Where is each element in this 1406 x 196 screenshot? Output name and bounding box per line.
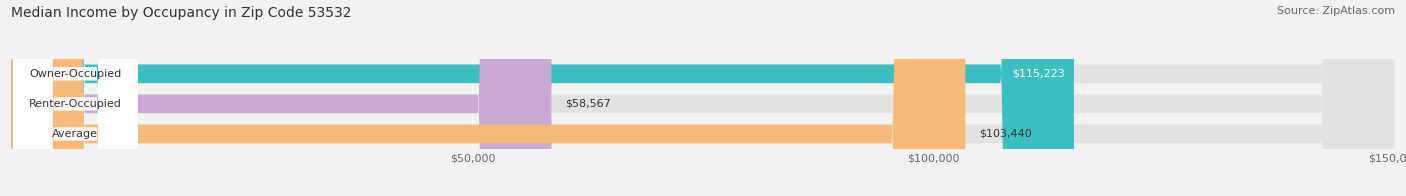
- Text: Renter-Occupied: Renter-Occupied: [30, 99, 122, 109]
- Text: $115,223: $115,223: [1012, 69, 1064, 79]
- Text: $103,440: $103,440: [979, 129, 1032, 139]
- FancyBboxPatch shape: [11, 0, 551, 196]
- FancyBboxPatch shape: [13, 0, 138, 196]
- Text: Source: ZipAtlas.com: Source: ZipAtlas.com: [1277, 6, 1395, 16]
- Text: Median Income by Occupancy in Zip Code 53532: Median Income by Occupancy in Zip Code 5…: [11, 6, 352, 20]
- FancyBboxPatch shape: [13, 0, 138, 196]
- FancyBboxPatch shape: [11, 0, 1395, 196]
- Text: $58,567: $58,567: [565, 99, 612, 109]
- FancyBboxPatch shape: [11, 0, 1395, 196]
- FancyBboxPatch shape: [13, 0, 138, 196]
- Text: Owner-Occupied: Owner-Occupied: [30, 69, 121, 79]
- FancyBboxPatch shape: [11, 0, 1074, 196]
- FancyBboxPatch shape: [11, 0, 966, 196]
- Text: Average: Average: [52, 129, 98, 139]
- FancyBboxPatch shape: [11, 0, 1395, 196]
